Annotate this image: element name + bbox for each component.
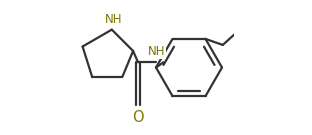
Text: NH: NH [148, 45, 165, 58]
Text: NH: NH [105, 13, 122, 26]
Text: O: O [132, 109, 144, 124]
